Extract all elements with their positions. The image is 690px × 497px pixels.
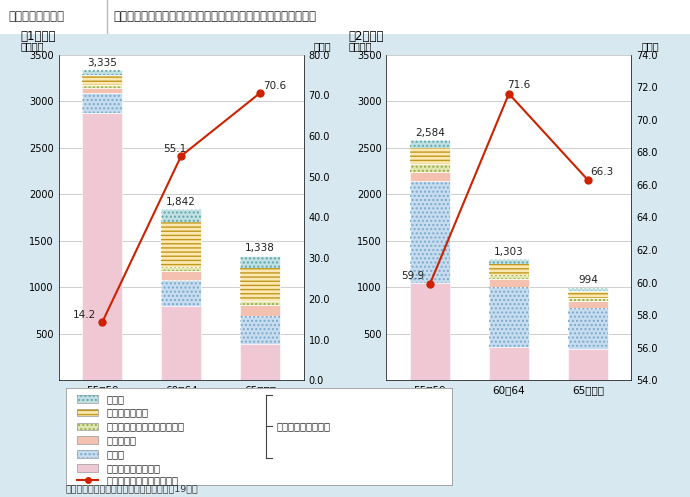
Bar xyxy=(77,395,99,403)
Bar xyxy=(161,222,201,266)
Bar xyxy=(82,70,122,75)
Bar xyxy=(240,344,280,380)
Text: 1,842: 1,842 xyxy=(166,196,196,207)
Bar xyxy=(489,259,529,264)
Bar xyxy=(77,422,99,430)
Bar xyxy=(410,140,450,148)
Bar xyxy=(77,436,99,444)
Text: （1）男性: （1）男性 xyxy=(21,30,56,43)
Text: 55.1: 55.1 xyxy=(163,144,186,154)
Text: 性年齢別雇用形態別雇用者数及び非正規雇用者率（役員を除く）: 性年齢別雇用形態別雇用者数及び非正規雇用者率（役員を除く） xyxy=(114,10,317,23)
Bar xyxy=(82,75,122,85)
Bar xyxy=(161,222,201,266)
Bar xyxy=(410,181,450,283)
Bar xyxy=(568,308,608,348)
Bar xyxy=(161,209,201,222)
Text: 59.9: 59.9 xyxy=(401,271,424,281)
Bar xyxy=(240,256,280,268)
Text: 2,584: 2,584 xyxy=(415,128,445,138)
Bar xyxy=(82,70,122,75)
Bar xyxy=(410,181,450,283)
Bar xyxy=(161,266,201,271)
Bar xyxy=(489,264,529,275)
Text: その他: その他 xyxy=(106,394,124,404)
Text: 1,338: 1,338 xyxy=(245,244,275,253)
Text: （％）: （％） xyxy=(313,41,331,51)
Bar xyxy=(410,148,450,165)
Bar xyxy=(77,450,99,458)
Bar xyxy=(489,259,529,264)
Text: （％）: （％） xyxy=(641,41,659,51)
Bar xyxy=(410,148,450,165)
Text: 14.2: 14.2 xyxy=(73,311,97,321)
Text: パート: パート xyxy=(106,449,124,459)
Text: 契約社員・嘱託: 契約社員・嘱託 xyxy=(106,408,148,417)
Bar xyxy=(161,280,201,306)
Bar xyxy=(82,113,122,380)
Bar xyxy=(410,283,450,380)
Bar xyxy=(240,305,280,316)
Bar xyxy=(410,165,450,172)
Bar xyxy=(489,275,529,279)
Text: （千人）: （千人） xyxy=(348,41,372,51)
Bar xyxy=(240,301,280,305)
Bar xyxy=(82,88,122,93)
Bar xyxy=(240,256,280,268)
Bar xyxy=(489,347,529,380)
Bar xyxy=(489,275,529,279)
Bar xyxy=(161,306,201,380)
Text: 66.3: 66.3 xyxy=(591,167,613,177)
Bar xyxy=(161,266,201,271)
Bar xyxy=(410,140,450,148)
Text: （2）女性: （2）女性 xyxy=(348,30,384,43)
Bar xyxy=(240,316,280,344)
Bar xyxy=(77,395,99,403)
Text: 正規の職員・従業者: 正規の職員・従業者 xyxy=(106,463,160,473)
Bar xyxy=(240,268,280,301)
Bar xyxy=(568,348,608,380)
Bar xyxy=(410,165,450,172)
Bar xyxy=(568,288,608,291)
Bar xyxy=(568,291,608,298)
Bar xyxy=(240,268,280,301)
Bar xyxy=(77,464,99,472)
Bar xyxy=(568,308,608,348)
Text: 3,335: 3,335 xyxy=(87,58,117,68)
Bar xyxy=(410,172,450,181)
Bar xyxy=(82,85,122,88)
Text: 図１－２－４－４: 図１－２－４－４ xyxy=(8,10,64,23)
Text: （千人）: （千人） xyxy=(21,41,44,51)
Bar xyxy=(568,298,608,301)
Bar xyxy=(489,264,529,275)
Text: 非正規職員・従業員の割合: 非正規職員・従業員の割合 xyxy=(106,476,178,486)
Text: 994: 994 xyxy=(578,275,598,285)
Bar xyxy=(161,209,201,222)
Bar xyxy=(240,301,280,305)
Bar xyxy=(240,316,280,344)
Text: 資料：総務省「就業構造基本調査」（平成19年）: 資料：総務省「就業構造基本調査」（平成19年） xyxy=(66,484,198,493)
Bar xyxy=(82,75,122,85)
Bar xyxy=(568,291,608,298)
Text: 労働者派遣事業所の派遣社員: 労働者派遣事業所の派遣社員 xyxy=(106,421,184,431)
Text: 71.6: 71.6 xyxy=(506,81,530,90)
Bar xyxy=(77,422,99,430)
Bar xyxy=(82,93,122,113)
Bar xyxy=(77,450,99,458)
Bar xyxy=(77,409,99,416)
Text: 70.6: 70.6 xyxy=(263,81,286,91)
Bar xyxy=(82,85,122,88)
Bar xyxy=(489,287,529,347)
Bar xyxy=(568,301,608,308)
Bar xyxy=(161,280,201,306)
Bar xyxy=(82,93,122,113)
Text: 1,303: 1,303 xyxy=(494,247,524,256)
Bar xyxy=(77,409,99,416)
Bar xyxy=(161,271,201,280)
Bar xyxy=(568,298,608,301)
Bar xyxy=(489,287,529,347)
Bar xyxy=(489,279,529,287)
Bar xyxy=(568,288,608,291)
Text: 非正規職員・従業員: 非正規職員・従業員 xyxy=(276,421,330,431)
Text: アルバイト: アルバイト xyxy=(106,435,136,445)
